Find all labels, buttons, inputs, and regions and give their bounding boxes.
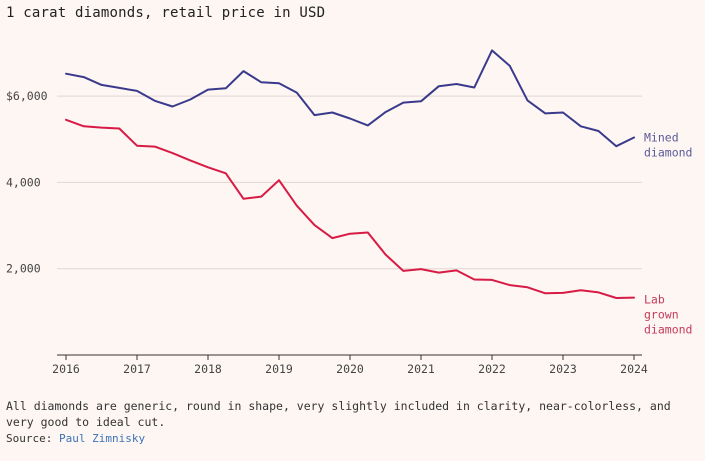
y-tick-label-2000: 2,000 — [6, 262, 41, 276]
series-line-mined-diamond — [65, 49, 635, 148]
series-label-lab-grown-diamond: Lab grown diamond — [644, 293, 692, 337]
y-tick-label-4000: 4,000 — [6, 175, 41, 189]
y-tick-label-6000: $6,000 — [6, 89, 48, 103]
chart-footnote: All diamonds are generic, round in shape… — [6, 399, 671, 429]
source-link[interactable]: Paul Zimnisky — [58, 432, 146, 445]
series-label-mined-diamond: Mined diamond — [644, 131, 692, 160]
x-tick-label-2022: 2022 — [478, 362, 506, 376]
x-tick-label-2021: 2021 — [407, 362, 435, 376]
series-line-lab-grown-diamond — [65, 118, 635, 299]
x-tick-label-2018: 2018 — [194, 362, 222, 376]
chart-title: 1 carat diamonds, retail price in USD — [6, 5, 326, 21]
x-tick-label-2020: 2020 — [336, 362, 364, 376]
x-tick-label-2019: 2019 — [265, 362, 293, 376]
line-chart: 2,000 4,000 $6,000 2016 2017 2018 2019 2020 2021… — [6, 49, 692, 376]
chart-source: Source: Paul Zimnisky — [6, 432, 145, 445]
x-tick-label-2017: 2017 — [123, 362, 151, 376]
x-tick-label-2024: 2024 — [620, 362, 648, 376]
source-label: Source: — [6, 432, 53, 445]
x-tick-label-2023: 2023 — [549, 362, 577, 376]
x-tick-label-2016: 2016 — [52, 362, 80, 376]
